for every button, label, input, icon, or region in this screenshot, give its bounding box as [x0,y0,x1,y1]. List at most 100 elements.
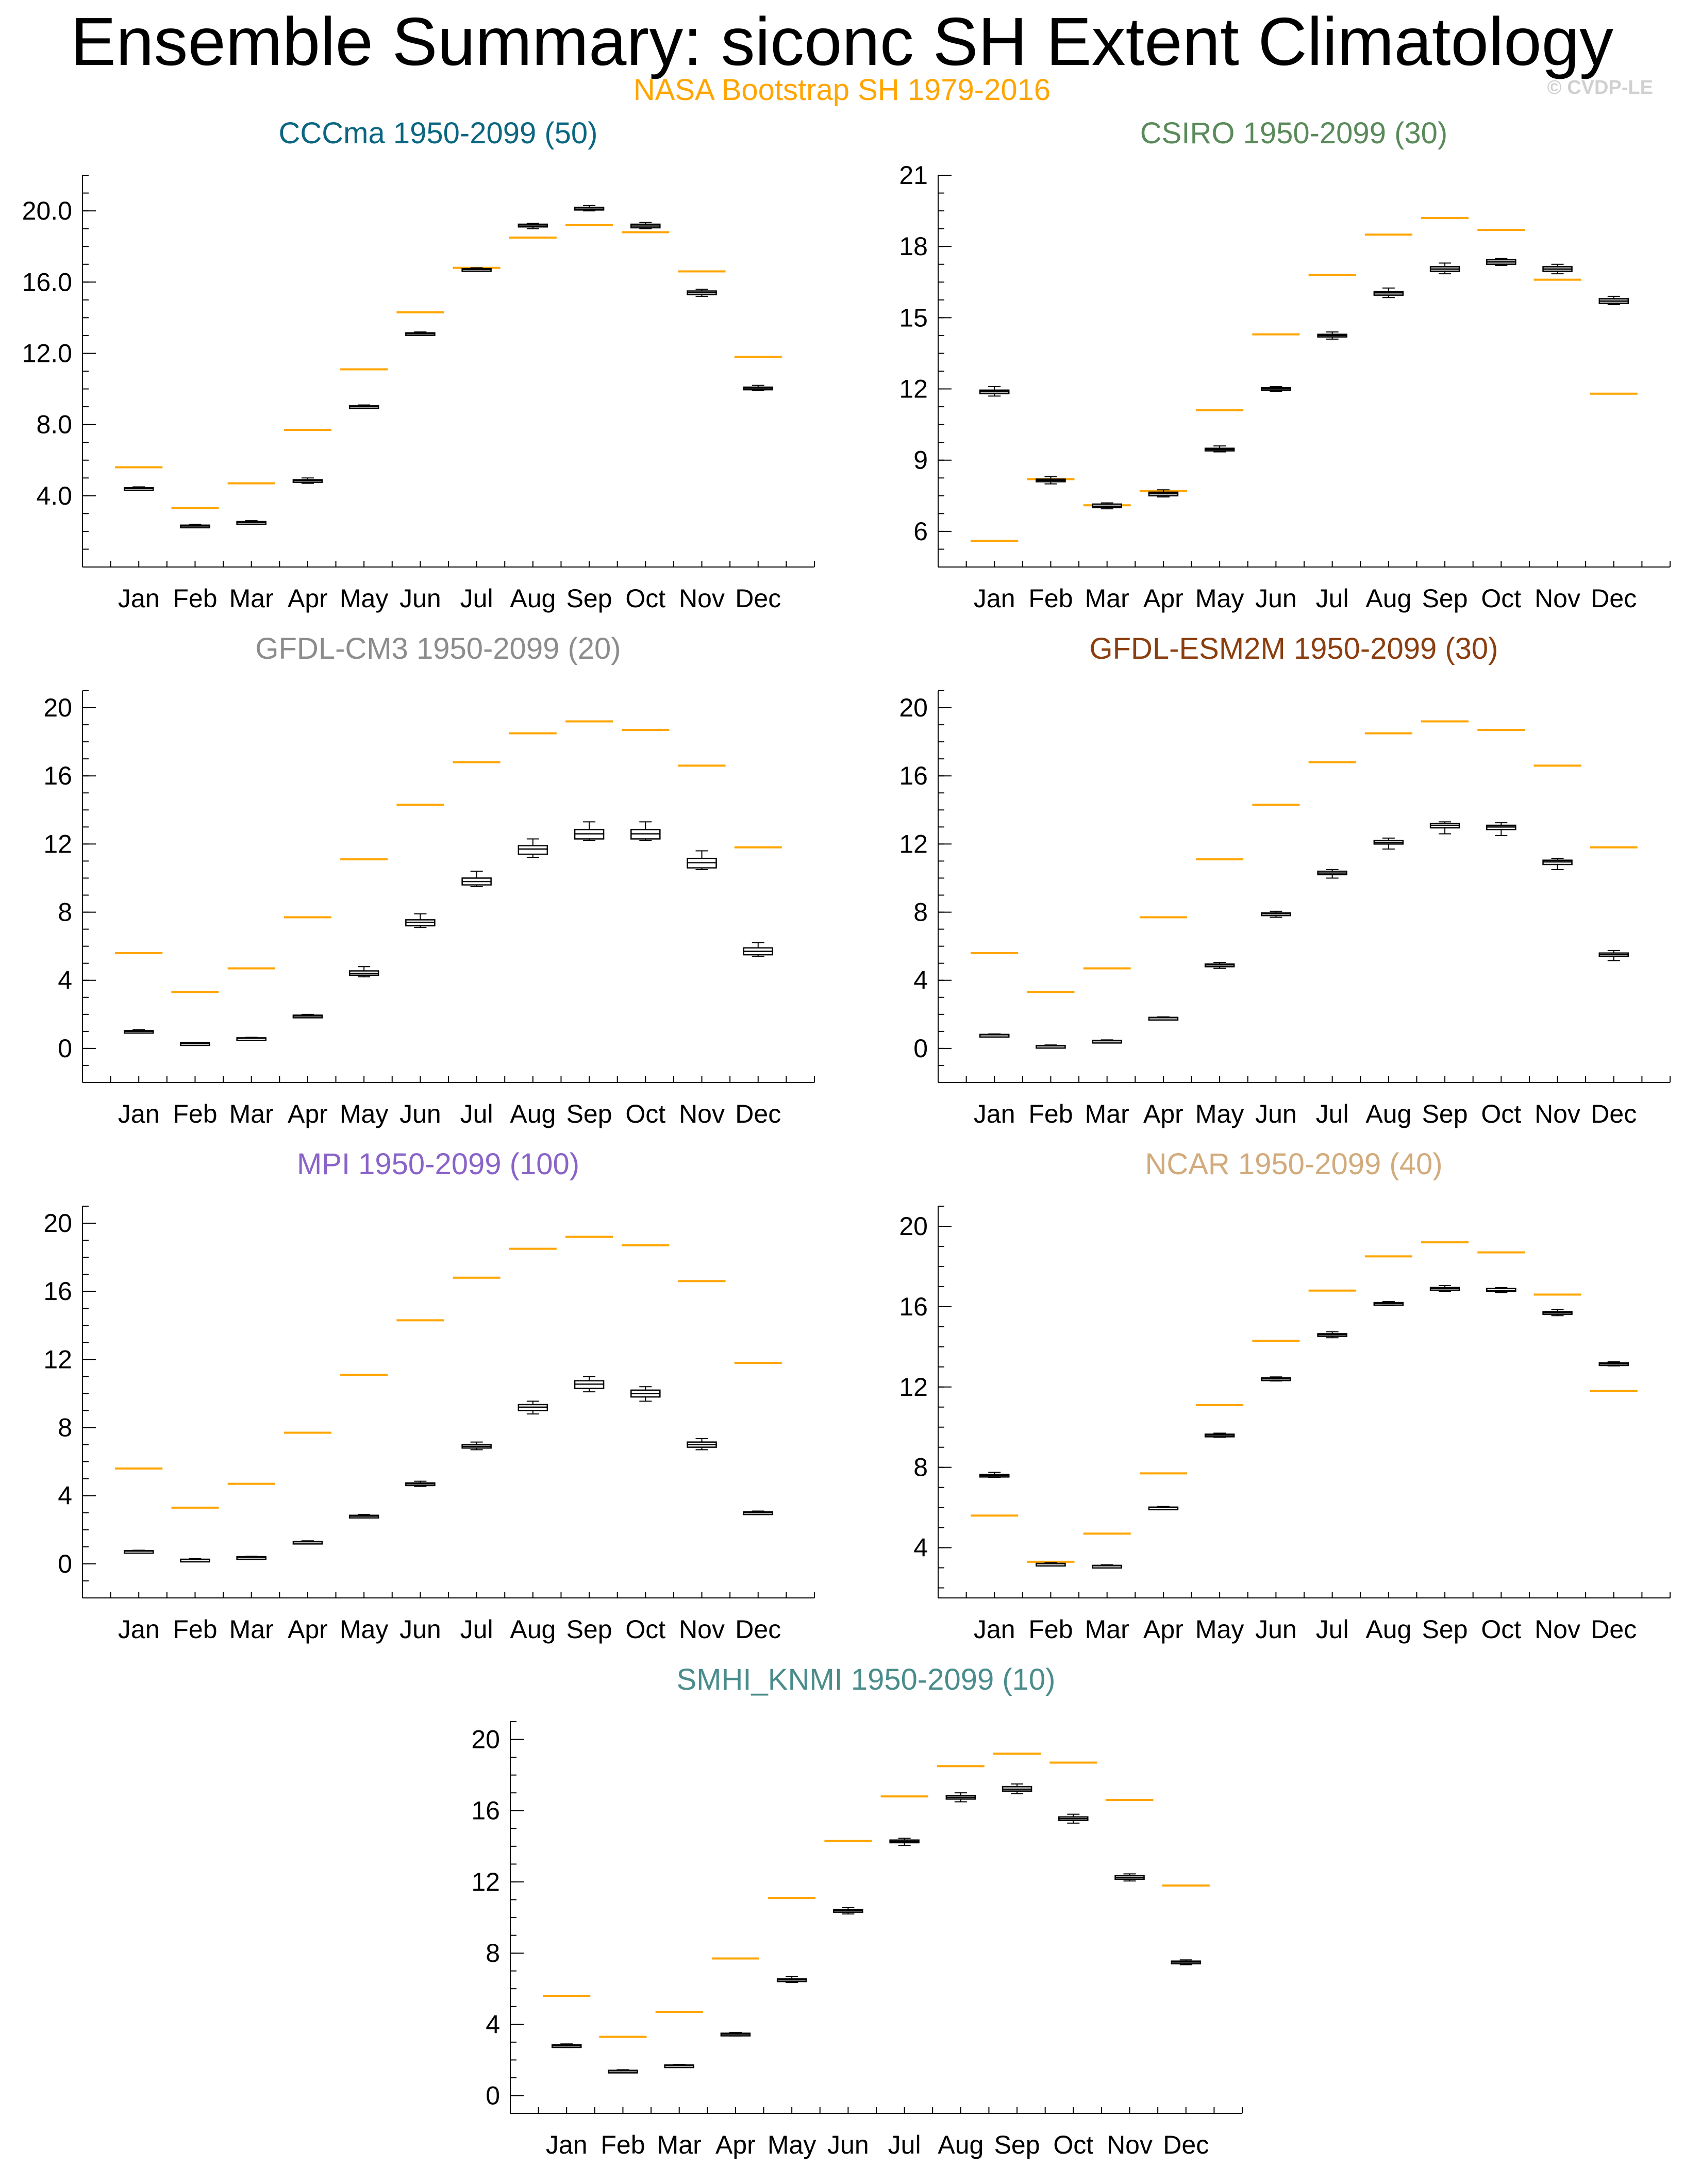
y-tick-label: 18 [899,232,928,261]
x-tick-label: Jul [888,2130,921,2159]
ensemble-box [1058,1813,1089,1824]
x-tick-label: Feb [173,1615,217,1644]
main-title: Ensemble Summary: siconc SH Extent Clima… [70,4,1614,79]
ensemble-box [348,1514,379,1519]
y-tick-label: 8 [58,898,72,927]
x-tick-label: Feb [1028,1615,1073,1644]
ensemble-box [743,1510,774,1515]
x-tick-label: Dec [1591,584,1637,613]
y-tick-label: 20 [471,1725,500,1754]
y-tick-label: 12 [471,1868,500,1896]
ensemble-box [405,1480,436,1487]
x-tick-label: Mar [229,1615,274,1644]
y-tick-label: 20 [899,693,928,722]
ensemble-box [889,1838,920,1846]
ensemble-box [1204,445,1235,453]
y-tick-label: 21 [899,161,928,190]
ensemble-box [292,1013,323,1019]
ensemble-box [1373,837,1404,850]
x-tick-label: Aug [510,1615,556,1644]
ensemble-box [405,331,436,336]
ensemble-box [574,821,605,841]
x-tick-label: Mar [1085,584,1129,613]
ensemble-box [574,1376,605,1393]
x-tick-label: Jun [1255,1615,1297,1644]
x-tick-label: May [340,1615,388,1644]
x-tick-label: Aug [1365,1615,1411,1644]
ensemble-box [720,2031,751,2037]
y-tick-label: 20.0 [22,196,72,225]
ensemble-box [1171,1959,1202,1965]
x-tick-label: Aug [1365,584,1411,613]
ensemble-box [630,222,661,229]
ensemble-box [979,386,1010,397]
x-tick-label: Sep [566,1615,612,1644]
x-tick-label: Apr [288,1099,328,1128]
ensemble-box [1036,1044,1066,1049]
copyright-label: © CVDP-LE [1547,77,1653,98]
ensemble-box [1486,258,1516,266]
ensemble-box [687,289,717,297]
x-tick-label: Aug [1365,1099,1411,1128]
ensemble-box [1598,295,1629,306]
y-tick-label: 16 [899,1292,928,1321]
y-tick-label: 0 [486,2081,500,2110]
x-tick-label: Feb [173,584,217,613]
ensemble-box [1092,502,1122,510]
ensemble-box [518,1401,548,1415]
ensemble-box [1114,1873,1145,1882]
observations-subtitle: NASA Bootstrap SH 1979-2016 [633,73,1051,107]
ensemble-box [123,486,154,491]
ensemble-box [1486,1287,1516,1293]
panel-title: GFDL-ESM2M 1950-2099 (30) [1090,632,1498,665]
x-tick-label: Jan [118,1099,160,1128]
ensemble-box [1092,1039,1122,1044]
x-tick-label: Feb [1028,584,1073,613]
ensemble-box [1429,821,1460,835]
y-tick-label: 4 [913,1533,928,1562]
x-tick-label: Nov [1535,1099,1580,1128]
x-tick-label: Aug [510,1099,556,1128]
ensemble-box [687,850,717,870]
ensemble-box [236,1037,266,1041]
ensemble-box [348,966,379,978]
chart-panel-5: MPI 1950-2099 (100) 0 4 8 12 16 20 Jan Feb Mar Apr… [43,1147,815,1644]
ensemble-box [1317,869,1347,879]
y-tick-label: 4 [486,2010,500,2039]
x-tick-label: Nov [679,584,725,613]
ensemble-box [1542,263,1573,275]
ensemble-box [1204,1432,1235,1438]
x-tick-label: Oct [625,584,665,613]
x-tick-label: Oct [1481,1615,1521,1644]
x-tick-label: Nov [1535,584,1580,613]
ensemble-box [461,871,492,887]
y-tick-label: 4 [58,966,72,995]
x-tick-label: Jan [974,584,1015,613]
ensemble-box [461,267,492,272]
ensemble-box [608,2069,638,2074]
ensemble-box [743,385,774,391]
y-tick-label: 12.0 [22,339,72,368]
x-tick-label: Mar [229,1099,274,1128]
panel-title: MPI 1950-2099 (100) [297,1147,579,1181]
x-tick-label: Oct [1481,584,1521,613]
ensemble-box [664,2064,694,2069]
x-tick-label: Jan [118,1615,160,1644]
x-tick-label: Jan [974,1099,1015,1128]
x-tick-label: Jul [460,1615,493,1644]
y-tick-label: 0 [913,1034,928,1063]
x-tick-label: Apr [288,1615,328,1644]
ensemble-box [574,205,605,212]
ensemble-box [518,223,548,229]
iqr-box [518,845,548,855]
ensemble-box [743,942,774,957]
y-tick-label: 8.0 [36,410,72,439]
ensemble-box [292,477,323,484]
ensemble-box [1261,910,1291,918]
ensemble-box [236,1556,266,1560]
x-tick-label: Feb [1028,1099,1073,1128]
x-tick-label: Jan [974,1615,1015,1644]
panel-title: SMHI_KNMI 1950-2099 (10) [677,1663,1056,1696]
x-tick-label: May [340,584,388,613]
y-tick-label: 12 [899,1373,928,1402]
